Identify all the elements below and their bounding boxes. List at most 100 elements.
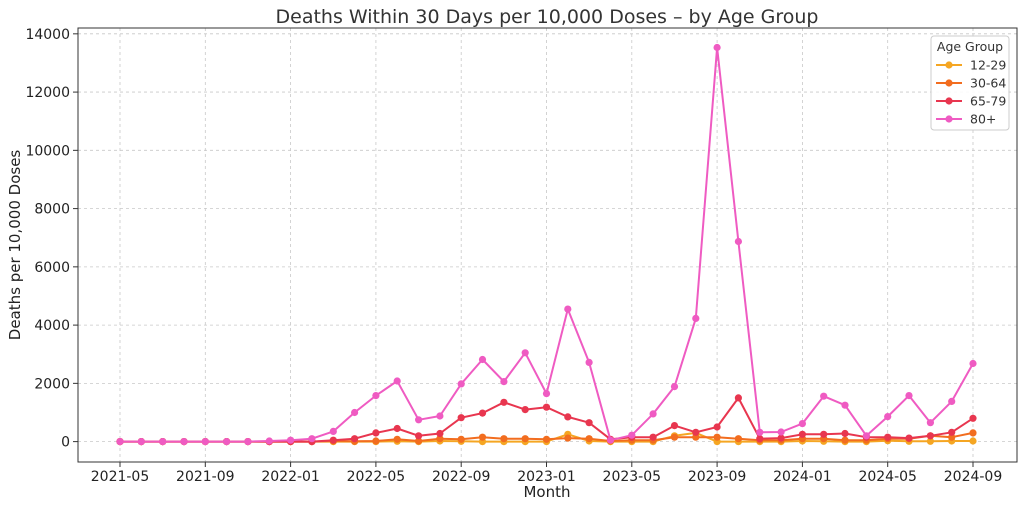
x-tick-label: 2022-09 <box>432 469 491 485</box>
data-point <box>351 435 359 443</box>
data-point <box>393 424 401 433</box>
data-point <box>393 377 401 385</box>
data-point <box>969 359 977 368</box>
data-point <box>137 438 145 446</box>
data-point <box>926 419 935 427</box>
data-point <box>649 433 657 441</box>
data-point <box>308 435 316 443</box>
legend-swatch-marker <box>945 97 953 105</box>
data-point <box>329 427 337 435</box>
data-point <box>201 438 209 446</box>
x-tick-label: 2024-05 <box>858 469 917 485</box>
data-point <box>393 435 401 443</box>
data-point <box>670 422 679 430</box>
y-tick-label: 2000 <box>34 376 70 392</box>
legend-swatch-marker <box>945 115 953 123</box>
data-point <box>585 358 593 366</box>
legend: Age Group 12-29 30-64 65-79 80+ <box>930 35 1010 131</box>
data-point <box>457 435 465 443</box>
data-point <box>478 409 487 417</box>
data-point <box>948 397 956 405</box>
legend-item: 80+ <box>936 112 996 127</box>
data-point <box>841 436 849 444</box>
series-layer <box>116 43 977 446</box>
data-point <box>542 403 551 411</box>
data-point <box>841 401 849 409</box>
data-point <box>329 436 337 444</box>
data-point <box>713 433 721 441</box>
data-point <box>734 237 743 246</box>
legend-label: 30-64 <box>970 76 1006 91</box>
data-point <box>713 43 721 52</box>
y-tick-label: 8000 <box>34 202 70 218</box>
data-point <box>777 428 785 436</box>
data-point <box>542 390 551 398</box>
data-point <box>180 438 188 446</box>
data-point <box>564 305 572 313</box>
data-point <box>969 429 977 437</box>
data-point <box>692 314 700 322</box>
axis-layer: 0 2000 4000 6000 8000 10000 12000 14000 2021-05 2… <box>25 27 1002 485</box>
data-point <box>265 437 273 445</box>
data-point <box>734 435 743 443</box>
data-point <box>564 413 572 421</box>
data-point <box>948 428 956 436</box>
data-point <box>628 431 636 439</box>
data-point <box>521 349 529 357</box>
data-point <box>756 435 764 443</box>
data-point <box>521 406 529 414</box>
legend-label: 12-29 <box>970 58 1006 73</box>
legend-title: Age Group <box>937 39 1003 54</box>
data-point <box>670 383 679 391</box>
legend-box <box>930 35 1010 131</box>
y-axis-title: Deaths per 10,000 Doses <box>6 150 24 341</box>
legend-swatch-marker <box>945 61 953 69</box>
x-tick-label: 2024-09 <box>944 469 1003 485</box>
data-point <box>926 437 935 445</box>
legend-item: 30-64 <box>936 76 1006 91</box>
legend-item: 12-29 <box>936 58 1006 73</box>
legend-items: 12-29 30-64 65-79 80+ <box>936 58 1006 127</box>
x-tick-label: 2021-09 <box>176 469 235 485</box>
data-point <box>606 436 615 444</box>
data-point <box>436 429 444 438</box>
data-point <box>820 392 828 400</box>
x-tick-label: 2023-05 <box>603 469 662 485</box>
series-80+ <box>116 43 977 446</box>
data-point <box>372 429 380 437</box>
data-point <box>415 432 423 440</box>
data-point <box>926 432 935 440</box>
data-point <box>905 434 913 442</box>
data-point <box>756 428 764 436</box>
data-point <box>436 412 444 420</box>
data-point <box>798 430 807 438</box>
data-point <box>287 436 295 444</box>
data-point <box>862 432 871 440</box>
data-point <box>841 429 849 438</box>
data-point <box>692 428 700 436</box>
data-point <box>969 414 977 422</box>
x-tick-label: 2023-01 <box>517 469 576 485</box>
data-point <box>798 420 807 428</box>
x-tick-label: 2022-01 <box>261 469 320 485</box>
data-point <box>670 433 679 441</box>
data-point <box>500 435 508 443</box>
y-tick-label: 14000 <box>25 27 70 43</box>
x-tick-label: 2024-01 <box>773 469 832 485</box>
data-point <box>436 435 444 443</box>
data-point <box>351 408 359 417</box>
data-point <box>734 394 743 402</box>
y-tick-label: 6000 <box>34 260 70 276</box>
data-point <box>415 437 423 445</box>
data-point <box>500 398 508 406</box>
data-point <box>969 437 977 445</box>
data-point <box>372 437 380 445</box>
data-point <box>500 378 508 386</box>
data-point <box>223 438 231 446</box>
data-point <box>585 419 593 427</box>
x-axis-title: Month <box>523 483 570 501</box>
data-point <box>777 434 785 442</box>
legend-swatch-marker <box>945 79 953 87</box>
data-point <box>159 438 167 446</box>
